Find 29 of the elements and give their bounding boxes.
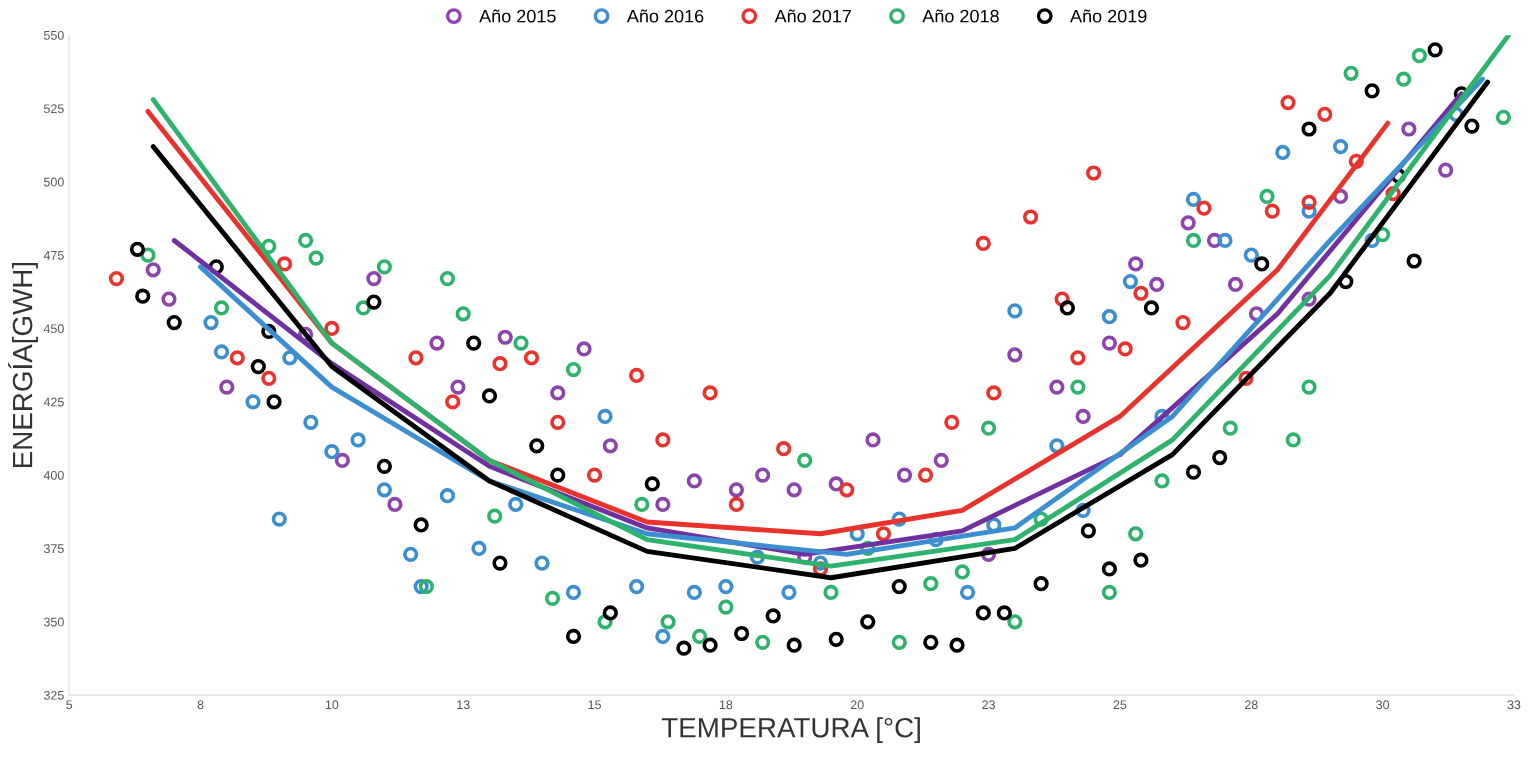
x-tick-label: 30 bbox=[1376, 700, 1390, 710]
legend-label: Año 2016 bbox=[626, 9, 704, 23]
x-tick-label: 20 bbox=[850, 700, 864, 710]
legend-label: Año 2017 bbox=[774, 9, 851, 23]
legend-label: Año 2018 bbox=[922, 9, 999, 23]
y-axis-title: ENERGÍA[GWH] bbox=[8, 262, 38, 468]
x-tick-label: 18 bbox=[719, 700, 733, 710]
x-axis-title: TEMPERATURA [°C] bbox=[661, 717, 920, 744]
y-tick-label: 375 bbox=[43, 544, 64, 554]
x-tick-label: 28 bbox=[1244, 700, 1258, 710]
y-tick-label: 550 bbox=[43, 30, 64, 40]
x-tick-label: 15 bbox=[588, 700, 601, 710]
x-tick-label: 13 bbox=[457, 700, 470, 710]
y-tick-label: 400 bbox=[43, 470, 64, 480]
y-tick-label: 450 bbox=[43, 324, 64, 334]
x-tick-label: 25 bbox=[1113, 700, 1127, 710]
y-tick-label: 525 bbox=[43, 104, 64, 114]
y-tick-label: 425 bbox=[43, 397, 64, 407]
y-tick-label: 475 bbox=[43, 251, 64, 260]
y-tick-label: 325 bbox=[43, 690, 64, 700]
x-tick-label: 5 bbox=[66, 700, 73, 710]
x-tick-label: 10 bbox=[325, 700, 339, 710]
y-tick-label: 500 bbox=[43, 177, 64, 187]
y-tick-label: 350 bbox=[43, 617, 64, 627]
x-tick-label: 33 bbox=[1507, 700, 1521, 710]
legend-label: Año 2015 bbox=[479, 9, 556, 23]
x-tick-label: 23 bbox=[982, 700, 995, 710]
legend-label: Año 2019 bbox=[1070, 9, 1147, 23]
x-tick-label: 8 bbox=[197, 700, 204, 710]
